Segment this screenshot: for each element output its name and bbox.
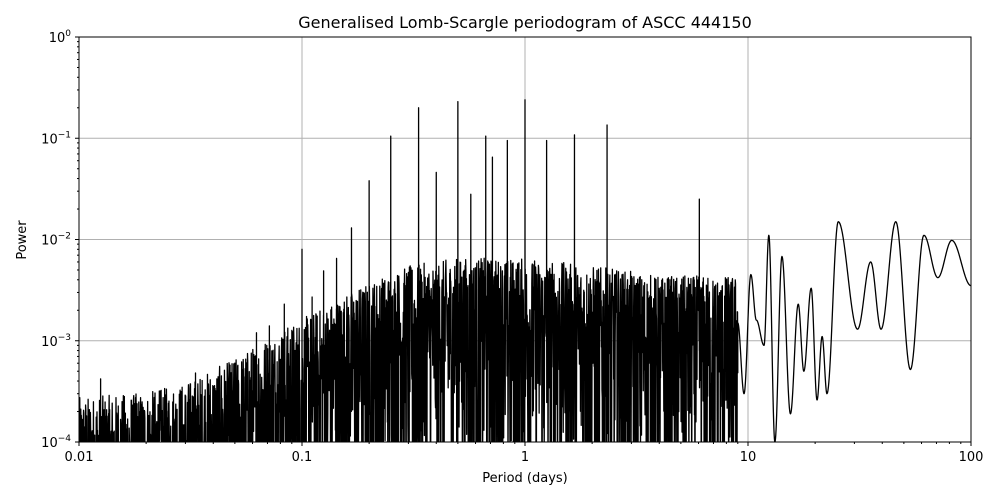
x-tick-label: 0.01 (65, 450, 94, 465)
x-tick-label: 0.1 (292, 450, 313, 465)
periodogram-line (79, 99, 971, 442)
power-series-line (79, 99, 971, 442)
y-tick-label: 10−3 (41, 333, 71, 350)
y-tick-label: 10−1 (41, 130, 71, 147)
y-axis-ticks: 100 10−1 10−2 10−3 10−4 (41, 29, 79, 451)
chart-title: Generalised Lomb-Scargle periodogram of … (298, 13, 752, 32)
y-tick-label: 10−4 (41, 434, 71, 451)
y-tick-label: 10−2 (41, 232, 71, 249)
x-tick-label: 100 (959, 450, 984, 465)
x-tick-label: 1 (521, 450, 529, 465)
y-axis-label: Power (15, 220, 30, 260)
x-axis-ticks: 0.01 0.1 1 10 100 (65, 442, 984, 465)
y-tick-label: 100 (49, 29, 72, 46)
x-tick-label: 10 (740, 450, 757, 465)
x-axis-label: Period (days) (482, 471, 568, 486)
